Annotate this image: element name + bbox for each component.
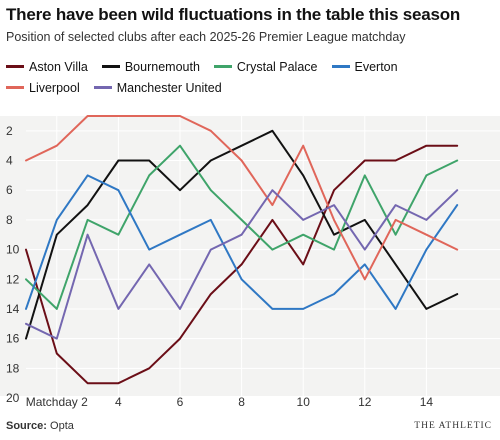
legend-swatch-manchester-united xyxy=(93,86,112,89)
legend-swatch-crystal-palace xyxy=(213,65,232,68)
source-text: Opta xyxy=(46,420,74,432)
source-label: Source: xyxy=(6,420,47,432)
legend-label-everton: Everton xyxy=(354,59,398,74)
y-tick-label-10: 10 xyxy=(6,243,20,257)
y-tick-label-2: 2 xyxy=(6,124,13,138)
series-line-bournemouth xyxy=(25,129,459,340)
x-tick-label-4: 4 xyxy=(115,395,122,409)
legend-label-manchester-united: Manchester United xyxy=(116,80,222,95)
legend-label-crystal-palace: Crystal Palace xyxy=(236,59,318,74)
source-note: Source: Opta xyxy=(6,420,74,432)
legend-swatch-everton xyxy=(331,65,350,68)
y-tick-label-20: 20 xyxy=(6,391,20,405)
y-tick-label-6: 6 xyxy=(6,183,13,197)
legend-item-aston-villa: Aston Villa xyxy=(6,60,88,74)
y-tick-label-18: 18 xyxy=(6,361,20,375)
legend-label-bournemouth: Bournemouth xyxy=(124,59,200,74)
brand-logo: THE ATHLETIC xyxy=(414,421,492,431)
y-tick-label-16: 16 xyxy=(6,332,20,346)
legend-swatch-liverpool xyxy=(6,86,24,89)
legend-item-everton: Everton xyxy=(331,59,398,74)
legend-swatch-aston-villa xyxy=(6,65,24,68)
legend-row-2: Liverpool Manchester United xyxy=(6,77,494,98)
series-line-crystal-palace xyxy=(25,144,459,310)
legend-item-manchester-united: Manchester United xyxy=(93,80,222,95)
y-tick-label-14: 14 xyxy=(6,302,20,316)
x-tick-label-6: 6 xyxy=(177,395,184,409)
chart-title: There have been wild fluctuations in the… xyxy=(6,5,461,24)
x-tick-label-10: 10 xyxy=(297,395,311,409)
legend-item-crystal-palace: Crystal Palace xyxy=(213,59,318,74)
series-line-liverpool xyxy=(25,115,459,281)
plot-area xyxy=(0,116,500,396)
y-tick-label-4: 4 xyxy=(6,154,13,168)
legend: Aston Villa Bournemouth Crystal Palace E… xyxy=(6,56,494,98)
x-tick-label-12: 12 xyxy=(358,395,372,409)
series-line-aston-villa xyxy=(25,144,459,385)
series-line-manchester-united xyxy=(25,189,459,340)
legend-row-1: Aston Villa Bournemouth Crystal Palace E… xyxy=(6,56,494,77)
x-tick-label-2: Matchday 2 xyxy=(26,395,88,409)
series-line-everton xyxy=(25,174,459,310)
chart-subtitle: Position of selected clubs after each 20… xyxy=(6,30,406,44)
legend-item-liverpool: Liverpool xyxy=(6,81,80,95)
legend-label-liverpool: Liverpool xyxy=(29,80,80,95)
x-tick-label-8: 8 xyxy=(238,395,245,409)
y-tick-label-8: 8 xyxy=(6,213,13,227)
legend-label-aston-villa: Aston Villa xyxy=(29,59,88,74)
legend-item-bournemouth: Bournemouth xyxy=(101,59,200,74)
legend-swatch-bournemouth xyxy=(101,65,120,68)
y-tick-label-12: 12 xyxy=(6,272,20,286)
x-tick-label-14: 14 xyxy=(420,395,434,409)
